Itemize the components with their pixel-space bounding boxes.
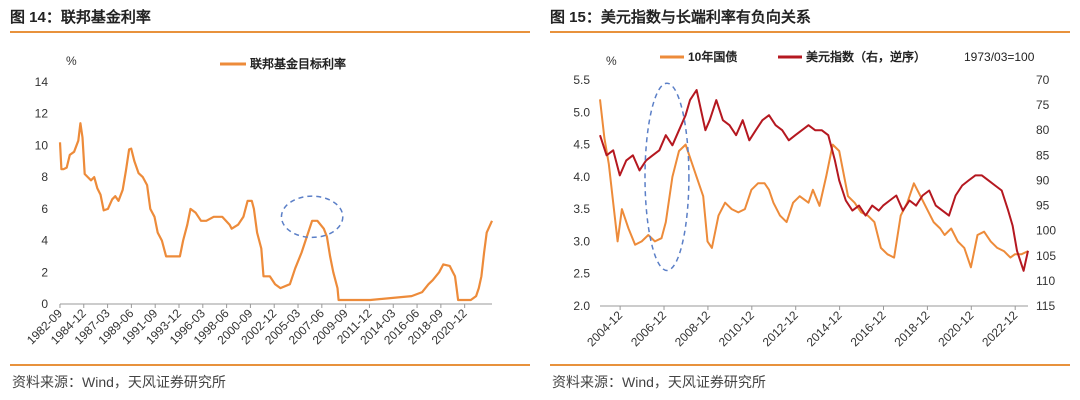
base-note: 1973/03=100 <box>964 50 1035 64</box>
chart-title: 图 15：美元指数与长端利率有负向关系 <box>550 9 811 26</box>
highlight-ellipse <box>280 195 344 239</box>
legend-label-dxy: 美元指数（右，逆序） <box>806 49 926 64</box>
y-left-tick-label: 4.5 <box>573 138 590 152</box>
y-left-tick-label: 3.0 <box>573 234 590 248</box>
chart-fed-funds-rate: %024681012141982-091984-121987-031989-06… <box>24 54 494 347</box>
chart-title: 图 14：联邦基金利率 <box>10 9 151 26</box>
legend-label: 联邦基金目标利率 <box>250 56 346 71</box>
x-tick-label: 2004-12 <box>584 308 625 349</box>
y-right-tick-label: 95 <box>1036 199 1050 213</box>
series-line-10y-treasury <box>599 99 1029 269</box>
y-tick-label: 12 <box>35 107 49 121</box>
y-tick-label: 2 <box>41 265 48 279</box>
y-left-tick-label: 5.5 <box>573 73 590 87</box>
x-tick-label: 2006-12 <box>628 308 669 349</box>
x-tick-label: 2014-12 <box>804 308 845 349</box>
title-rule <box>550 31 1070 33</box>
y-right-tick-label: 110 <box>1036 274 1055 288</box>
y-left-tick-label: 4.0 <box>573 170 590 184</box>
source-text: 资料来源：Wind，天风证券研究所 <box>552 374 766 390</box>
y-tick-label: 8 <box>41 170 48 184</box>
x-tick-label: 2018-12 <box>891 308 932 349</box>
y-right-tick-label: 90 <box>1036 173 1050 187</box>
x-tick-label: 2016-12 <box>848 308 889 349</box>
y-tick-label: 14 <box>35 75 49 89</box>
y-right-tick-label: 80 <box>1036 123 1050 137</box>
x-tick-label: 2022-12 <box>979 308 1020 349</box>
y-tick-label: 4 <box>41 234 48 248</box>
y-left-tick-label: 2.0 <box>573 299 590 313</box>
y-right-tick-label: 75 <box>1036 98 1050 112</box>
legend-label-10y: 10年国债 <box>688 49 737 64</box>
y-tick-label: 10 <box>35 138 49 152</box>
y-right-tick-label: 70 <box>1036 73 1050 87</box>
chart-panel-dxy-vs-yield: 图 15：美元指数与长端利率有负向关系 % 2.0 2.5 3.0 3.5 4.0 4.5 5… <box>550 0 1070 400</box>
y-axis-unit: % <box>66 54 77 68</box>
chart-panel-fed-funds: 图 14：联邦基金利率 % 0 2 4 6 8 10 12 14 1982-09 1984-12 19… <box>10 0 530 400</box>
x-tick-label: 2010-12 <box>716 308 757 349</box>
y-right-tick-label: 105 <box>1036 249 1056 263</box>
title-rule <box>10 31 530 33</box>
x-tick-label: 2020-12 <box>935 308 976 349</box>
source-rule <box>10 364 530 366</box>
y-tick-label: 6 <box>41 202 48 216</box>
source-text: 资料来源：Wind，天风证券研究所 <box>12 374 226 390</box>
highlight-ellipse <box>644 82 690 272</box>
y-tick-label: 0 <box>41 297 48 311</box>
source-rule <box>550 364 1070 366</box>
y-right-tick-label: 85 <box>1036 148 1050 162</box>
x-tick-label: 2008-12 <box>672 308 713 349</box>
y-right-tick-label: 100 <box>1036 224 1056 238</box>
chart-dxy-vs-10y: % 2.0 2.5 3.0 3.5 4.0 4.5 5.0 5.5 70 75 80 85 90 95 100… <box>573 49 1056 349</box>
y-right-tick-label: 115 <box>1036 299 1055 313</box>
y-axis-unit: % <box>606 54 617 68</box>
y-left-tick-label: 5.0 <box>573 105 590 119</box>
x-tick-label: 2012-12 <box>760 308 801 349</box>
y-left-tick-label: 3.5 <box>573 202 590 216</box>
series-line-dollar-index <box>599 89 1029 272</box>
series-line-fed-funds-target <box>58 122 494 302</box>
y-left-tick-label: 2.5 <box>573 267 590 281</box>
